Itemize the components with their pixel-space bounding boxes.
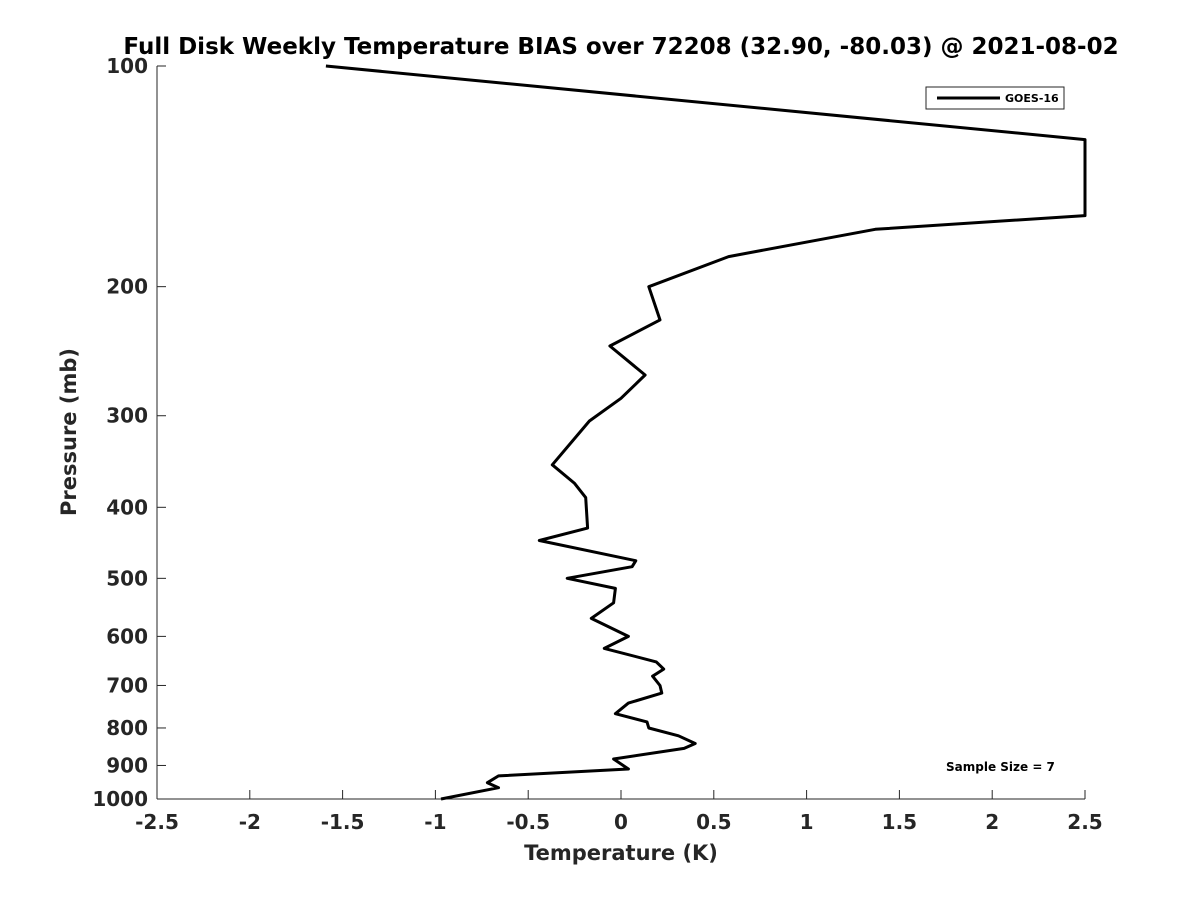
y-tick-label: 500 [106, 566, 148, 590]
x-axis-label: Temperature (K) [524, 841, 718, 865]
x-tick-label: 1.5 [882, 810, 917, 834]
x-tick-label: 0.5 [696, 810, 731, 834]
y-tick-label: 900 [106, 753, 148, 777]
sample-size-annotation: Sample Size = 7 [946, 760, 1055, 774]
y-tick-label: 300 [106, 404, 148, 428]
x-tick-label: -2 [239, 810, 261, 834]
y-tick-label: 600 [106, 624, 148, 648]
x-tick-label: -0.5 [506, 810, 550, 834]
chart-title: Full Disk Weekly Temperature BIAS over 7… [123, 34, 1118, 60]
y-tick-label: 200 [106, 275, 148, 299]
series-layer [325, 64, 1087, 801]
x-tick-label: 1 [800, 810, 814, 834]
x-tick-label: 2.5 [1067, 810, 1102, 834]
y-axis-label: Pressure (mb) [57, 348, 81, 516]
legend-entry-goes-16: GOES-16 [1005, 92, 1059, 105]
x-axis-ticks: -2.5 -2 -1.5 -1 -0.5 0 0.5 1 1.5 2 2.5 [135, 790, 1103, 834]
y-tick-label: 1000 [92, 787, 148, 811]
y-tick-label: 400 [106, 495, 148, 519]
y-tick-label: 100 [106, 54, 148, 78]
x-tick-label: -1.5 [321, 810, 365, 834]
series-line-goes-16 [325, 64, 1087, 801]
x-tick-label: 2 [985, 810, 999, 834]
x-tick-label: -2.5 [135, 810, 179, 834]
x-tick-label: 0 [614, 810, 628, 834]
y-tick-label: 800 [106, 716, 148, 740]
x-tick-label: -1 [424, 810, 446, 834]
y-axis-ticks: 100 200 300 400 500 600 700 800 900 1000 [92, 54, 166, 811]
y-tick-label: 700 [106, 673, 148, 697]
legend: GOES-16 [925, 86, 1065, 110]
